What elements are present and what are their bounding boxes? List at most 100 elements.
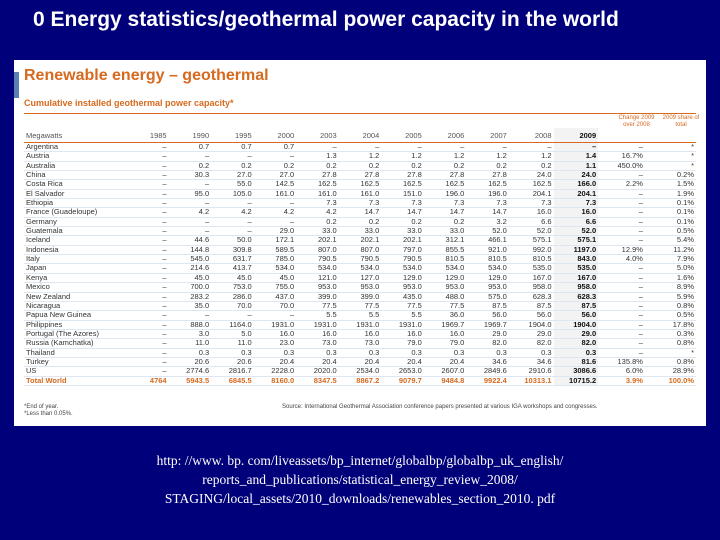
value-cell: 0.8%	[644, 338, 696, 349]
value-cell: 810.5	[423, 254, 467, 265]
value-cell: 196.0	[423, 189, 467, 200]
value-cell: 1197.0	[553, 245, 599, 256]
value-cell: 855.5	[423, 245, 467, 256]
value-cell: 953.0	[423, 282, 467, 293]
country-cell: France (Guadeloupe)	[24, 207, 127, 218]
country-cell: Austria	[24, 151, 127, 162]
value-cell: 1.2	[338, 151, 382, 162]
value-cell: 1.3	[296, 151, 339, 162]
column-header: 2005	[381, 128, 424, 143]
table-row: Kenya –45.0 45.0 45.0 121.0 127.0 129.0 129.0 12…	[24, 273, 696, 284]
table-row: Germany – – – –0.2 0.2 0.2 0.2 3.2 6.6 6.6–0.1%	[24, 217, 696, 228]
value-cell: –	[126, 254, 169, 265]
value-cell: 204.1	[553, 189, 599, 200]
value-cell: 77.5	[296, 301, 339, 312]
value-cell: 437.0	[253, 292, 297, 302]
value-cell: 77.5	[423, 301, 467, 312]
value-cell: 33.0	[423, 226, 467, 237]
value-cell: *	[644, 348, 696, 358]
value-cell: –	[423, 142, 467, 153]
value-cell: 888.0	[168, 320, 212, 330]
value-cell: 0.7	[211, 142, 254, 153]
value-cell: 0.2	[168, 161, 212, 172]
value-cell: 79.0	[381, 338, 424, 349]
value-cell: –	[296, 142, 339, 153]
value-cell: 0.2	[423, 217, 467, 228]
value-cell: –	[126, 245, 169, 256]
country-cell: Japan	[24, 263, 127, 274]
value-cell: 45.0	[168, 273, 212, 284]
country-cell: Costa Rica	[24, 179, 127, 190]
country-cell: Turkey	[24, 357, 127, 368]
value-cell: 992.0	[508, 245, 554, 256]
caption-line: STAGING/local_assets/2010_downloads/rene…	[164, 491, 556, 506]
value-cell: 921.0	[466, 245, 509, 256]
value-cell: 4.2	[168, 207, 212, 218]
value-cell: 7.3	[553, 198, 599, 209]
value-cell: 1.1	[553, 161, 599, 172]
value-cell: 631.7	[211, 254, 254, 265]
value-cell: 0.2	[423, 161, 467, 172]
value-cell: –	[211, 226, 254, 237]
value-cell: 29.0	[253, 226, 297, 237]
value-cell: 4.2	[211, 207, 254, 218]
value-cell: 202.1	[296, 235, 339, 246]
value-cell: 7.3	[466, 198, 509, 209]
value-cell: 27.8	[338, 170, 382, 181]
change-column-header: Change 2009 over 2008	[618, 115, 655, 128]
value-cell: 7.9%	[644, 254, 696, 265]
value-cell: 7.3	[508, 198, 554, 209]
value-cell: 843.0	[553, 254, 599, 265]
value-cell: 73.0	[338, 338, 382, 349]
value-cell: 24.0	[508, 170, 554, 181]
value-cell: 0.2	[296, 217, 339, 228]
value-cell: 27.8	[466, 170, 509, 181]
source-url-caption[interactable]: http: //www. bp. com/liveassets/bp_inter…	[0, 451, 720, 508]
value-cell: 73.0	[296, 338, 339, 349]
value-cell: 7.3	[338, 198, 382, 209]
value-cell: 27.0	[253, 170, 297, 181]
value-cell: –	[598, 282, 645, 293]
value-cell: 29.0	[466, 329, 509, 340]
value-cell: 413.7	[211, 263, 254, 274]
value-cell: 2228.0	[253, 366, 297, 377]
value-cell: *	[644, 161, 696, 172]
value-cell: 20.4	[296, 357, 339, 368]
value-cell: 172.1	[253, 235, 297, 246]
value-cell: 958.0	[553, 282, 599, 293]
value-cell: 29.0	[508, 329, 554, 340]
value-cell: 810.5	[466, 254, 509, 265]
value-cell: 20.6	[168, 357, 212, 368]
country-cell: Guatemala	[24, 226, 127, 237]
value-cell: –	[598, 273, 645, 284]
value-cell: 14.7	[338, 207, 382, 218]
value-cell: 2.2%	[598, 179, 645, 190]
value-cell: 55.0	[211, 179, 254, 190]
value-cell: 534.0	[253, 263, 297, 274]
value-cell: –	[126, 366, 169, 377]
value-cell: 0.7	[168, 142, 212, 153]
value-cell: –	[253, 310, 297, 321]
value-cell: –	[126, 151, 169, 162]
country-cell: Italy	[24, 254, 127, 265]
value-cell: 1.4	[553, 151, 599, 162]
value-cell: 450.0%	[598, 161, 645, 172]
value-cell: 628.3	[553, 292, 599, 302]
value-cell: 0.3	[338, 348, 382, 358]
value-cell: 56.0	[508, 310, 554, 321]
value-cell: 5.0	[211, 329, 254, 340]
value-cell: –	[126, 161, 169, 172]
value-cell: 0.3	[381, 348, 424, 358]
country-cell: Kenya	[24, 273, 127, 284]
value-cell: 0.1%	[644, 217, 696, 228]
table-row: China –30.3 27.0 27.0 27.8 27.8 27.8 27.8 27.8 24…	[24, 170, 696, 181]
total-value-cell: 9484.8	[423, 375, 467, 386]
value-cell: 16.0	[381, 329, 424, 340]
country-cell: Papua New Guinea	[24, 310, 127, 321]
value-cell: 24.0	[553, 170, 599, 181]
value-cell: –	[168, 310, 212, 321]
value-cell: 1969.7	[423, 320, 467, 330]
table-row: Mexico –700.0 753.0 755.0 953.0 953.0 953.0 953…	[24, 282, 696, 293]
table-row: Guatemala – – –29.0 33.0 33.0 33.0 33.0 52.0 52.0…	[24, 226, 696, 237]
column-header: 2007	[466, 128, 509, 143]
